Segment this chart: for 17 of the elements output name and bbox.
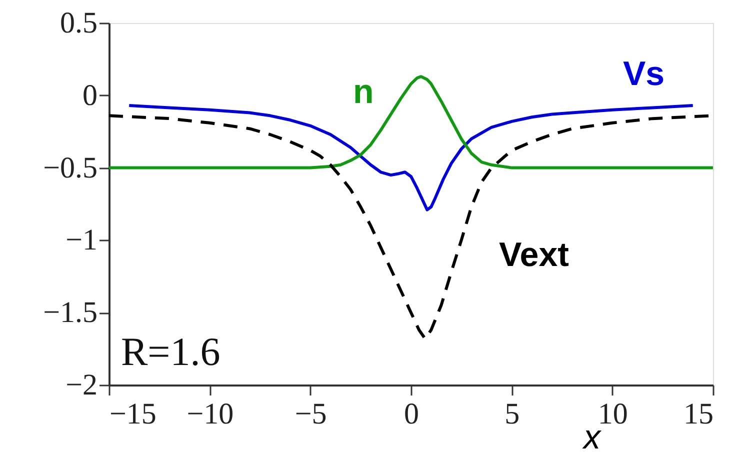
y-tick-label: −1.5 [43, 296, 98, 330]
y-tick-label: −2 [66, 368, 98, 402]
x-tick-label: −5 [294, 398, 327, 430]
y-tick-label: −1 [66, 224, 98, 257]
y-tick-label: 0 [82, 78, 98, 112]
y-tick-label: 0.5 [60, 6, 98, 40]
y-tick-label: −0.5 [43, 151, 98, 184]
x-tick-label: 15 [684, 398, 714, 430]
x-tick-label: −10 [186, 398, 234, 430]
x-tick-label: 0 [404, 398, 419, 430]
series-label: n [353, 73, 374, 111]
line-series [128, 104, 694, 212]
x-tick-label: 5 [504, 398, 520, 430]
series-label: Vs [623, 55, 665, 93]
x-tick-label: −15 [110, 398, 156, 430]
series-label: Vext [499, 236, 569, 274]
annotation: R=1.6 [121, 329, 220, 374]
